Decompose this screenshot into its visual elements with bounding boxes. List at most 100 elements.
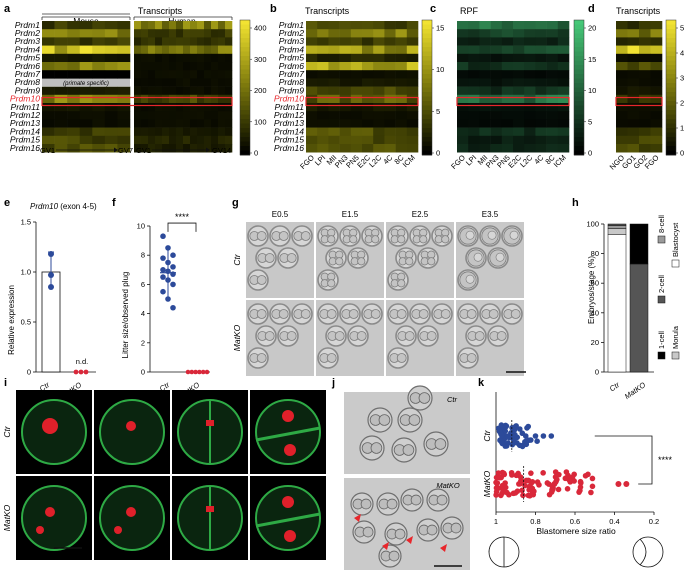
heatmap-cell [490,21,503,30]
heatmap-cell [169,103,177,112]
heatmap-cell [204,144,212,153]
heatmap-cell [616,21,628,30]
heatmap-cell [457,86,469,96]
heatmap-cell [134,111,142,120]
heatmap-cell [176,53,184,63]
colorbar-tick-label: 0 [588,149,592,158]
heatmap-cell [373,111,385,120]
heatmap-cell [535,29,547,38]
heatmap-cell [211,70,219,79]
g-row-label: Ctr [232,253,242,266]
f-ytick: 4 [141,309,145,318]
heatmap-cell [650,111,663,120]
heatmap-cell [350,78,363,87]
colorbar-segment [574,33,584,39]
panel-f-ylabel: Litter size/observed plug [121,272,130,359]
f-ytick: 10 [137,222,145,231]
heatmap-cell [546,111,559,120]
heatmap-cell [211,37,219,46]
heatmap-cell [557,45,570,55]
heatmap-cell [197,135,205,145]
heatmap-cell [616,119,628,128]
panel-k: 1 0.8 0.6 0.4 0.2 Blastomere size ratio Ctr Mat… [482,392,673,568]
heatmap-cell [627,144,640,153]
colorbar-segment [574,92,584,97]
heatmap-cell [134,37,142,46]
k-point-matko [589,483,596,490]
heatmap-cell [490,144,503,153]
heatmap-cell [395,111,408,120]
stage-label: FGO [643,153,661,171]
f-point-ctr [170,281,176,288]
heatmap-cell [169,135,177,145]
colorbar-d: 5 4 3 2 1 0 [665,19,684,158]
heatmap-cell [490,103,503,112]
heatmap-cell [373,86,385,96]
k-xtick: 0.2 [649,517,659,526]
heatmap-cell [141,70,149,79]
heatmap-cell [384,78,396,87]
colorbar-segment [240,146,250,151]
colorbar-segment [666,74,676,79]
heatmap-cell [176,62,184,71]
colorbar-segment [666,110,676,115]
heatmap-cell [501,70,514,79]
heatmap-cell [501,103,514,112]
heatmap-cell [406,78,419,87]
e-ytick: 0.5 [21,318,31,327]
primate-note: (primate specific) [63,81,109,87]
heatmap-cell [627,53,640,63]
heatmap-cell [79,119,93,128]
i-cell [99,399,165,465]
heatmap-cell [384,94,396,104]
heatmap-cell [183,37,191,46]
heatmap-cell [406,127,419,137]
colorbar-segment [240,114,250,120]
colorbar-segment [240,24,250,30]
heatmap-cell [162,111,170,120]
heatmap-cell [384,127,396,137]
heatmap-cell [117,45,131,55]
colorbar-segment [666,119,676,124]
f-ytick: 8 [141,251,145,260]
embryo [317,269,339,291]
heatmap-cell [328,78,340,87]
heatmap-cell [501,144,514,153]
gene-labels-a: Prdm1Prdm2Prdm3Prdm4Prdm5Prdm6Prdm7Prdm8… [10,20,41,153]
heatmap-cell [362,78,374,87]
heatmap-cell [639,62,651,71]
panel-labels: a b c d e f g h i j k [4,3,595,389]
heatmap-cell [67,119,81,128]
heatmap-cell [148,111,156,120]
k-point-matko [496,474,503,481]
heatmap-cell [218,103,226,112]
heatmap-cell [211,53,219,63]
heatmap-cell [639,127,651,137]
h-category: Ctr [608,380,622,393]
heatmap-cell [155,144,163,153]
heatmap-cell [384,144,396,153]
heatmap-cell [557,119,570,128]
k-point-matko [501,471,508,478]
colorbar-segment [574,47,584,52]
heatmap-cell [67,86,81,96]
colorbar-segment [422,123,432,129]
panel-a-title: Transcripts [138,6,183,16]
colorbar-segment [240,119,250,124]
i-nucleus [284,444,296,456]
heatmap-cell [513,62,525,71]
k-point-matko [571,478,577,484]
heatmap-cell [148,29,156,38]
heatmap-cell [190,45,198,55]
heatmap-cell [67,29,81,38]
h-legend-label: 2-cell [657,275,666,293]
heatmap-cell [468,119,480,128]
heatmap-cell [141,111,149,120]
stage-label: ICM [552,153,568,169]
colorbar-segment [240,69,250,75]
k-point-ctr [503,423,510,429]
heatmap-cell [468,62,480,71]
heatmap-cell [155,135,163,145]
heatmap-cell [373,127,385,137]
